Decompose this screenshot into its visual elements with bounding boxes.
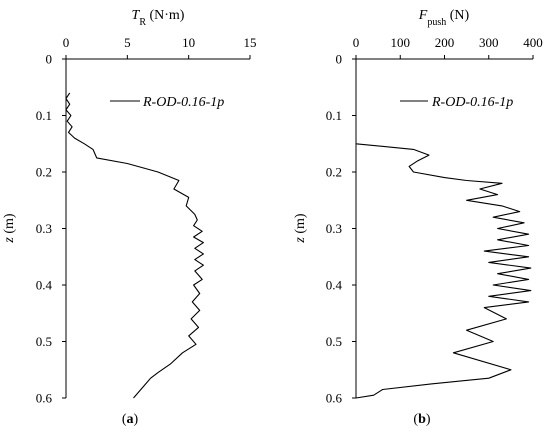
x-tick-label: 10 [182, 35, 195, 50]
y-tick-label: 0.3 [326, 221, 342, 236]
legend-label: R-OD-0.16-1p [431, 95, 513, 110]
y-axis-title: z (m) [293, 213, 308, 244]
y-tick-label: 0.1 [326, 108, 342, 123]
x-tick-label: 300 [479, 35, 499, 50]
y-tick-label: 0.5 [326, 334, 342, 349]
y-tick-label: 0.5 [36, 334, 52, 349]
x-tick-label: 200 [435, 35, 455, 50]
x-tick-label: 15 [244, 35, 257, 50]
panel-label: (a) [122, 412, 139, 427]
legend-label: R-OD-0.16-1p [142, 95, 224, 110]
y-tick-label: 0.1 [36, 108, 52, 123]
x-axis-title: Fpush (N) [418, 8, 470, 28]
y-tick-label: 0.3 [36, 221, 52, 236]
x-tick-label: 100 [391, 35, 411, 50]
y-tick-label: 0 [336, 52, 343, 67]
panel-a-torque-chart: TR (N·m) z (m) (a) 0 5 10 15 0 0.1 0.2 0.3 0.4 0.… [2, 8, 257, 427]
series-line [65, 92, 204, 399]
y-tick-label: 0.2 [326, 165, 342, 180]
x-axis-title: TR (N·m) [132, 8, 185, 28]
panel-b-push-force-chart: Fpush (N) z (m) (b) 0 100 200 300 400 0 0.1 0.2… [293, 8, 543, 427]
x-tick-label: 0 [353, 35, 360, 50]
panel-label: (b) [413, 412, 430, 427]
y-tick-label: 0.2 [36, 165, 52, 180]
y-axis-title: z (m) [2, 213, 17, 244]
y-tick-label: 0.4 [326, 278, 343, 293]
y-tick-label: 0.6 [326, 391, 343, 406]
x-tick-label: 0 [63, 35, 70, 50]
x-tick-label: 400 [523, 35, 543, 50]
series-line [355, 143, 532, 399]
x-tick-label: 5 [124, 35, 131, 50]
y-tick-label: 0.6 [36, 391, 53, 406]
y-tick-label: 0 [46, 52, 53, 67]
y-tick-label: 0.4 [36, 278, 53, 293]
